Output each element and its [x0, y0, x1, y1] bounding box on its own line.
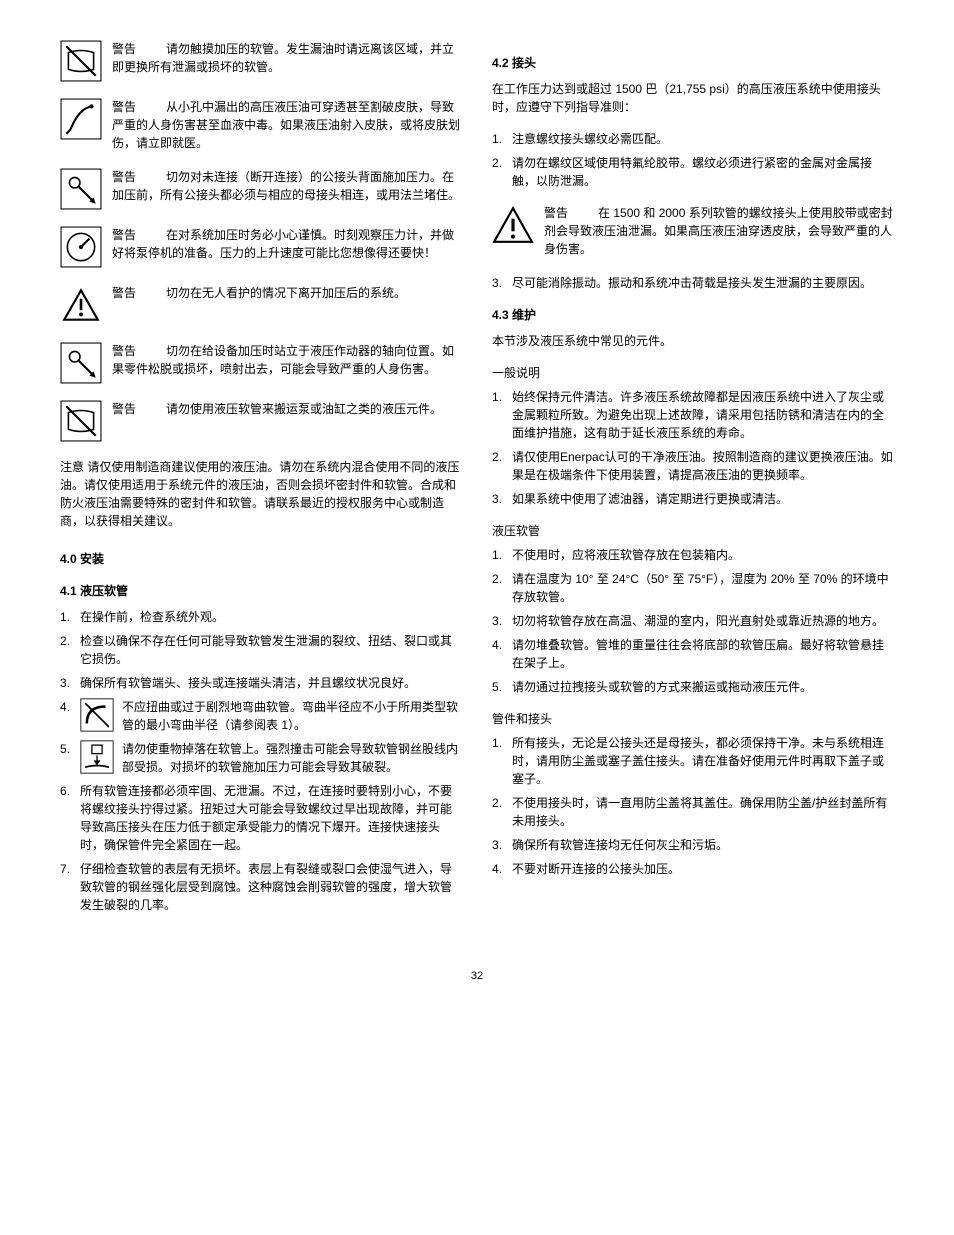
triangle-excl-icon: [60, 284, 102, 326]
list-4-2b: 尽可能消除振动。振动和系统冲击荷载是接头发生泄漏的主要原因。: [492, 274, 894, 292]
notice-text: 请仅使用制造商建议使用的液压油。请勿在系统内混合使用不同的液压油。请仅使用适用于…: [60, 460, 459, 528]
warning-text: 切勿在给设备加压时站立于液压作动器的轴向位置。如果零件松脱或损坏，喷射出去，可能…: [112, 344, 454, 376]
warning-label: 警告: [112, 344, 136, 358]
warning-block: 警告 切勿在无人看护的情况下离开加压后的系统。: [60, 284, 462, 326]
list-item: 请在温度为 10° 至 24°C（50° 至 75°F），湿度为 20% 至 7…: [492, 570, 894, 606]
list-item: 尽可能消除振动。振动和系统冲击荷载是接头发生泄漏的主要原因。: [492, 274, 894, 292]
sub-general: 一般说明: [492, 364, 894, 382]
coupler-warn-icon: [60, 168, 102, 210]
section-4-1: 4.1 液压软管: [60, 582, 462, 600]
warning-label: 警告: [112, 100, 136, 114]
warning-label: 警告: [112, 170, 136, 184]
list-item: 确保所有软管端头、接头或连接端头清洁，并且螺纹状况良好。: [60, 674, 462, 692]
list-item: 检查以确保不存在任何可能导致软管发生泄漏的裂纹、扭结、裂口或其它损伤。: [60, 632, 462, 668]
list-item: 切勿将软管存放在高温、潮湿的室内，阳光直射处或靠近热源的地方。: [492, 612, 894, 630]
list-item: 不应扭曲或过于剧烈地弯曲软管。弯曲半径应不小于所用类型软管的最小弯曲半径（请参阅…: [60, 698, 462, 734]
warning-text: 切勿对未连接（断开连接）的公接头背面施加压力。在加压前，所有公接头都必须与相应的…: [112, 170, 460, 202]
axial-warn-icon: [60, 342, 102, 384]
warning-text: 从小孔中漏出的高压液压油可穿透甚至割破皮肤，导致严重的人身伤害甚至血液中毒。如果…: [112, 100, 460, 150]
warning-text: 在 1500 和 2000 系列软管的螺纹接头上使用胶带或密封剂会导致液压油泄漏…: [544, 206, 893, 256]
list-item: 不要对断开连接的公接头加压。: [492, 860, 894, 878]
gauge-icon: [60, 226, 102, 268]
bend-radius-icon: [80, 698, 114, 732]
warning-label: 警告: [112, 286, 136, 300]
section-4-2: 4.2 接头: [492, 54, 894, 72]
list-fittings: 所有接头，无论是公接头还是母接头，都必须保持干净。未与系统相连时，请用防尘盖或塞…: [492, 734, 894, 878]
list-item: 所有软管连接都必须牢固、无泄漏。不过，在连接时要特别小心，不要将螺纹接头拧得过紧…: [60, 782, 462, 854]
list-item: 注意螺纹接头螺纹必需匹配。: [492, 130, 894, 148]
sub-hose: 液压软管: [492, 522, 894, 540]
warning-text: 在对系统加压时务必小心谨慎。时刻观察压力计，并做好将泵停机的准备。压力的上升速度…: [112, 228, 454, 260]
warning-label: 警告: [112, 42, 136, 56]
list-item: 确保所有软管连接均无任何灰尘和污垢。: [492, 836, 894, 854]
skin-injection-icon: [60, 98, 102, 140]
sub-fittings: 管件和接头: [492, 710, 894, 728]
warning-text: 请勿触摸加压的软管。发生漏油时请远离该区域，并立即更换所有泄漏或损坏的软管。: [112, 42, 454, 74]
list-4-1: 在操作前，检查系统外观。检查以确保不存在任何可能导致软管发生泄漏的裂纹、扭结、裂…: [60, 608, 462, 914]
no-drop-icon: [80, 740, 114, 774]
list-item: 所有接头，无论是公接头还是母接头，都必须保持干净。未与系统相连时，请用防尘盖或塞…: [492, 734, 894, 788]
list-item: 不使用接头时，请一直用防尘盖将其盖住。确保用防尘盖/护丝封盖所有未用接头。: [492, 794, 894, 830]
list-item: 请勿堆叠软管。管堆的重量往往会将底部的软管压扁。最好将软管悬挂在架子上。: [492, 636, 894, 672]
list-hose: 不使用时，应将液压软管存放在包装箱内。请在温度为 10° 至 24°C（50° …: [492, 546, 894, 696]
list-4-2a: 注意螺纹接头螺纹必需匹配。请勿在螺纹区域使用特氟纶胶带。螺纹必须进行紧密的金属对…: [492, 130, 894, 190]
p42-intro: 在工作压力达到或超过 1500 巴（21,755 psi）的高压液压系统中使用接…: [492, 80, 894, 116]
warning-block: 警告切勿在给设备加压时站立于液压作动器的轴向位置。如果零件松脱或损坏，喷射出去，…: [60, 342, 462, 384]
no-carry-hose-icon: [60, 400, 102, 442]
warning-block: 警告请勿触摸加压的软管。发生漏油时请远离该区域，并立即更换所有泄漏或损坏的软管。: [60, 40, 462, 82]
warning-block: 警告 请勿使用液压软管来搬运泵或油缸之类的液压元件。: [60, 400, 462, 442]
list-item: 不使用时，应将液压软管存放在包装箱内。: [492, 546, 894, 564]
warning-label: 警告: [112, 228, 136, 242]
page-number: 32: [60, 968, 894, 985]
list-item: 仔细检查软管的表层有无损坏。表层上有裂缝或裂口会使湿气进入，导致软管的钢丝强化层…: [60, 860, 462, 914]
list-item-text: 不应扭曲或过于剧烈地弯曲软管。弯曲半径应不小于所用类型软管的最小弯曲半径（请参阅…: [122, 698, 462, 734]
section-4-3: 4.3 维护: [492, 306, 894, 324]
list-item: 请仅使用Enerpac认可的干净液压油。按照制造商的建议更换液压油。如果是在极端…: [492, 448, 894, 484]
list-item-text: 请勿使重物掉落在软管上。强烈撞击可能会导致软管钢丝股线内部受损。对损坏的软管施加…: [122, 740, 462, 776]
warning-label: 警告: [544, 206, 568, 220]
warning-block: 警告从小孔中漏出的高压液压油可穿透甚至割破皮肤，导致严重的人身伤害甚至血液中毒。…: [60, 98, 462, 152]
notice-label: 注意: [60, 460, 84, 474]
list-item: 始终保持元件清洁。许多液压系统故障都是因液压系统中进入了灰尘或金属颗粒所致。为避…: [492, 388, 894, 442]
notice-paragraph: 注意 请仅使用制造商建议使用的液压油。请勿在系统内混合使用不同的液压油。请仅使用…: [60, 458, 462, 530]
hose-no-touch-icon: [60, 40, 102, 82]
p43-intro: 本节涉及液压系统中常见的元件。: [492, 332, 894, 350]
list-item: 如果系统中使用了滤油器，请定期进行更换或清洁。: [492, 490, 894, 508]
warning-block: 警告切勿对未连接（断开连接）的公接头背面施加压力。在加压前，所有公接头都必须与相…: [60, 168, 462, 210]
list-general: 始终保持元件清洁。许多液压系统故障都是因液压系统中进入了灰尘或金属颗粒所致。为避…: [492, 388, 894, 508]
warning-label: 警告: [112, 402, 136, 416]
warning-text: 请勿使用液压软管来搬运泵或油缸之类的液压元件。: [166, 402, 442, 416]
triangle-excl-icon: [492, 204, 534, 246]
list-item: 请勿在螺纹区域使用特氟纶胶带。螺纹必须进行紧密的金属对金属接触，以防泄漏。: [492, 154, 894, 190]
warning-4-2: 警告在 1500 和 2000 系列软管的螺纹接头上使用胶带或密封剂会导致液压油…: [492, 204, 894, 258]
warning-text: 切勿在无人看护的情况下离开加压后的系统。: [166, 286, 406, 300]
warning-block: 警告在对系统加压时务必小心谨慎。时刻观察压力计，并做好将泵停机的准备。压力的上升…: [60, 226, 462, 268]
section-4-0: 4.0 安装: [60, 550, 462, 568]
list-item: 在操作前，检查系统外观。: [60, 608, 462, 626]
list-item: 请勿使重物掉落在软管上。强烈撞击可能会导致软管钢丝股线内部受损。对损坏的软管施加…: [60, 740, 462, 776]
list-item: 请勿通过拉拽接头或软管的方式来搬运或拖动液压元件。: [492, 678, 894, 696]
